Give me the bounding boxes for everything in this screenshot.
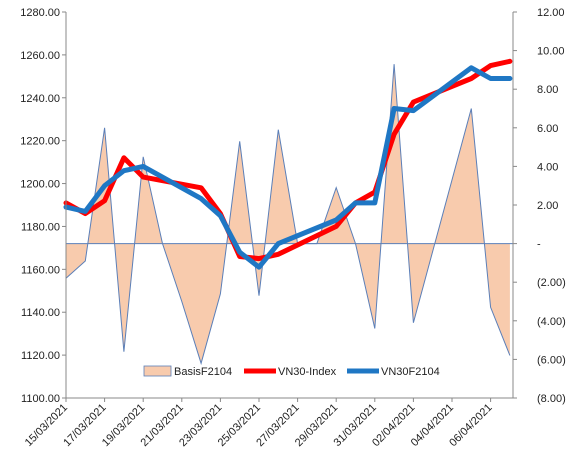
legend-label-vn30-index: VN30-Index [278,366,337,378]
legend: BasisF2104 VN30-Index VN30F2104 [143,365,440,378]
left-tick-label: 1100.00 [21,393,60,405]
right-tick-label: - [537,239,541,251]
right-tick-label: (6.00) [537,354,566,366]
legend-label-vn30f2104: VN30F2104 [381,366,440,378]
left-tick-label: 1160.00 [21,264,60,276]
lines-layer [63,58,513,270]
right-tick-label: 10.00 [537,46,565,58]
legend-label-basisf2104: BasisF2104 [174,366,232,378]
left-tick-label: 1220.00 [20,136,60,148]
right-tick-label: (2.00) [537,277,566,289]
left-tick-label: 1120.00 [21,350,60,362]
left-tick-label: 1280.00 [20,7,60,19]
right-tick-label: (4.00) [537,316,566,328]
basis-area [66,64,510,364]
left-tick-label: 1180.00 [21,221,60,233]
left-tick-label: 1260.00 [20,50,60,62]
right-tick-label: 2.00 [537,200,558,212]
right-tick-label: 8.00 [537,84,558,96]
right-tick-label: 6.00 [537,123,558,135]
basis-area-layer [65,64,513,366]
right-tick-label: 12.00 [537,7,565,19]
axes-layer: 1100.00 1120.00 1140.00 1160.00 1180.00 1200.… [20,7,566,449]
basis-outline [65,64,511,366]
legend-swatch-basisf2104 [143,365,172,377]
left-tick-label: 1140.00 [21,307,60,319]
left-tick-label: 1240.00 [20,93,60,105]
right-tick-label: (8.00) [537,393,566,405]
series-line-vn30f2104 [63,65,513,270]
left-tick-label: 1200.00 [20,179,60,191]
right-tick-label: 4.00 [537,161,558,173]
